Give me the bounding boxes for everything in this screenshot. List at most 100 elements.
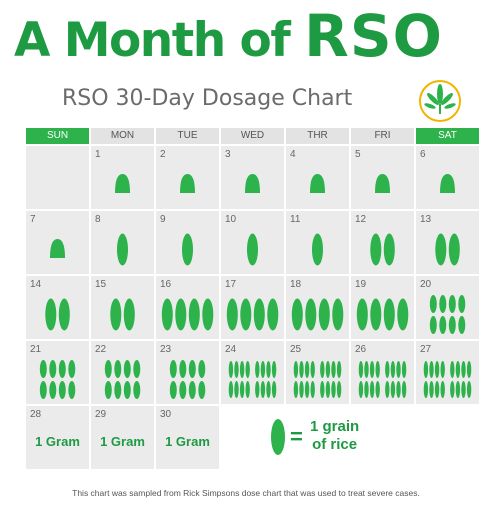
rice-grain-icon xyxy=(299,361,304,378)
day-number: 27 xyxy=(420,344,432,355)
rice-grain-icon xyxy=(439,316,447,334)
calendar-day-24: 24 xyxy=(221,341,284,404)
dose-marks xyxy=(26,225,89,274)
rice-grain-icon xyxy=(245,381,250,398)
rice-grain-icon xyxy=(188,298,200,331)
rice-grain-icon xyxy=(267,298,279,331)
rice-grain-icon xyxy=(310,381,315,398)
chart-subtitle: RSO 30-Day Dosage Chart xyxy=(62,86,353,111)
rice-grain-icon xyxy=(175,298,187,331)
rice-grain-icon xyxy=(260,361,266,378)
dose-marks xyxy=(221,355,284,404)
rice-grain-icon xyxy=(458,316,466,334)
rice-grain-icon xyxy=(370,233,382,266)
rice-grain-icon xyxy=(179,381,187,399)
dose-marks xyxy=(156,290,219,339)
rice-grain-icon xyxy=(390,381,396,398)
rice-grain-icon xyxy=(68,381,76,399)
rice-grain-icon xyxy=(266,381,271,398)
rice-grain-icon xyxy=(440,381,445,398)
rice-grain-icon xyxy=(117,233,128,266)
day-header-sun: SUN xyxy=(26,128,89,144)
calendar-empty-cell xyxy=(351,406,414,469)
rice-grain-icon xyxy=(390,361,396,378)
dose-marks xyxy=(416,355,479,404)
rice-grain-icon xyxy=(397,298,409,331)
calendar-day-21: 21 xyxy=(26,341,89,404)
calendar-day-2: 2 xyxy=(156,146,219,209)
rice-grain-icon xyxy=(202,298,214,331)
rice-grain-icon xyxy=(247,233,258,266)
rice-grain-icon xyxy=(383,298,395,331)
rice-grain-icon xyxy=(435,233,447,266)
calendar-day-5: 5 xyxy=(351,146,414,209)
rice-grain-icon xyxy=(305,298,317,331)
rice-grain-icon xyxy=(320,361,325,378)
rice-grain-icon xyxy=(434,381,440,398)
footer-note: This chart was sampled from Rick Simpson… xyxy=(72,488,420,498)
day-header-tue: TUE xyxy=(156,128,219,144)
rice-grain-icon xyxy=(123,298,135,331)
rice-grain-icon xyxy=(110,298,122,331)
rice-grain-icon xyxy=(429,295,437,313)
rice-grain-icon xyxy=(234,361,239,378)
legend: = 1 grain of rice xyxy=(260,418,390,462)
dose-marks xyxy=(156,225,219,274)
rice-grain-icon xyxy=(68,360,76,378)
rice-grain-icon xyxy=(401,381,407,398)
rice-grain-icon xyxy=(434,361,440,378)
rice-grain-icon xyxy=(114,360,122,378)
rice-grain-icon xyxy=(266,361,271,378)
rice-grain-icon xyxy=(49,381,57,399)
rice-grain-icon xyxy=(385,361,390,378)
calendar-day-6: 6 xyxy=(416,146,479,209)
calendar-day-11: 11 xyxy=(286,211,349,274)
half-grain-icon xyxy=(245,174,260,193)
calendar-day-27: 27 xyxy=(416,341,479,404)
rice-grain-icon xyxy=(188,381,196,399)
day-header-thr: THR xyxy=(286,128,349,144)
rice-grain-icon xyxy=(396,361,401,378)
calendar-day-7: 7 xyxy=(26,211,89,274)
day-number: 19 xyxy=(355,279,367,290)
calendar-empty-cell xyxy=(286,406,349,469)
rice-grain-icon xyxy=(466,381,472,398)
rice-grain-icon xyxy=(375,381,380,398)
rice-grain-icon xyxy=(369,381,375,398)
dose-marks xyxy=(91,290,154,339)
rice-grain-icon xyxy=(45,298,57,331)
day-header-wed: WED xyxy=(221,128,284,144)
rice-grain-icon xyxy=(461,381,466,398)
rice-grain-icon xyxy=(133,360,141,378)
rice-grain-icon xyxy=(291,298,303,331)
legend-text: 1 grain of rice xyxy=(310,418,359,454)
calendar-day-15: 15 xyxy=(91,276,154,339)
calendar-day-28: 28 1 Gram xyxy=(26,406,89,469)
rice-grain-icon xyxy=(369,361,375,378)
day-number: 20 xyxy=(420,279,432,290)
calendar-day-23: 23 xyxy=(156,341,219,404)
rice-grain-icon xyxy=(331,381,336,398)
calendar-day-1: 1 xyxy=(91,146,154,209)
rice-grain-icon xyxy=(336,381,342,398)
headline-small: A Month of xyxy=(14,13,291,68)
rice-grain-icon xyxy=(448,295,456,313)
calendar-day-17: 17 xyxy=(221,276,284,339)
dose-marks xyxy=(416,160,479,209)
rice-grain-icon xyxy=(304,361,310,378)
dosage-calendar: SUN MON TUE WED THR FRI SAT 1 2 3 4 5 6 7 8 9 10 11 12 13 14… xyxy=(26,128,479,469)
rice-grain-icon xyxy=(332,298,344,331)
rice-grain-icon xyxy=(336,361,342,378)
day-number: 24 xyxy=(225,344,237,355)
day-number: 21 xyxy=(30,344,42,355)
rice-grain-icon xyxy=(423,381,429,398)
rice-grain-icon xyxy=(310,361,315,378)
rice-grain-icon xyxy=(179,360,187,378)
dose-marks xyxy=(26,290,89,339)
dose-marks xyxy=(221,290,284,339)
rice-grain-icon xyxy=(188,360,196,378)
rice-grain-icon xyxy=(450,381,455,398)
rice-grain-icon xyxy=(260,381,266,398)
dose-marks xyxy=(286,225,349,274)
rice-grain-icon xyxy=(440,361,445,378)
